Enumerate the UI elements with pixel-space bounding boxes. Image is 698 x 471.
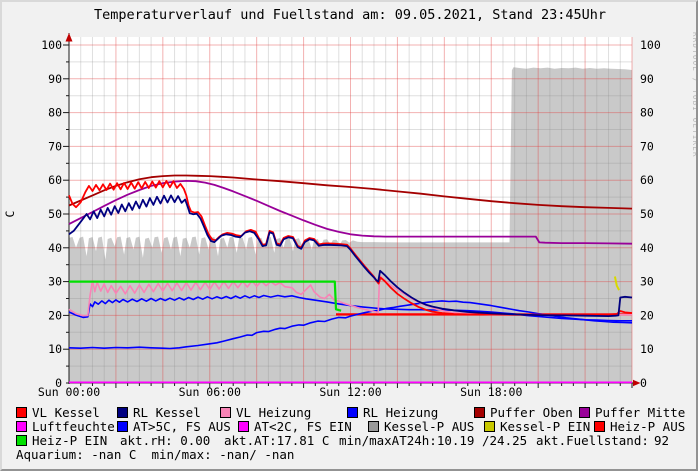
legend-swatch [117, 421, 128, 432]
legend-label: RL Kessel [133, 405, 201, 420]
gridlines [69, 37, 633, 383]
legend-swatch [220, 407, 231, 418]
y-tick-label-left: 10 [48, 342, 62, 356]
y-tick-label-left: 50 [48, 207, 62, 221]
series-kessel-p-ein [613, 276, 620, 291]
y-tick-label-left: 90 [48, 72, 62, 86]
series-heiz-p-ein [69, 280, 342, 312]
y-tick-label-right: 70 [640, 139, 654, 153]
legend-label: Heiz-P EIN [32, 433, 108, 448]
legend-label: akt.rH: 0.00 [120, 433, 211, 448]
legend-label: VL Heizung [236, 405, 312, 420]
legend-label: Kessel-P EIN [500, 419, 591, 434]
y-tick-label-right: 90 [640, 72, 654, 86]
y-tick-label-right: 80 [640, 106, 654, 120]
y-tick-label-left: 60 [48, 173, 62, 187]
x-tick-label: Sun 18:00 [460, 385, 522, 399]
temperature-chart: 0 0 10 10 20 20 30 30 40 40 50 50 60 60 70 70 80 80 90 90 10… [3, 7, 698, 399]
legend-label: min/maxAT24h:10.19 /24.25 [339, 433, 528, 448]
rrdtool-watermark: RRDTOOL / TOBI OETIKER [691, 32, 698, 158]
y-tick-label-right: 20 [640, 308, 654, 322]
y-axis-arrow [65, 33, 73, 42]
y-tick-label-left: 20 [48, 308, 62, 322]
legend-label: VL Kessel [32, 405, 100, 420]
y-tick-label-left: 40 [48, 241, 62, 255]
legend-swatch [117, 407, 128, 418]
legend-swatch [594, 421, 605, 432]
series-kessel-p-aus-fuellstand-area [69, 67, 632, 384]
legend-swatch [238, 421, 249, 432]
legend-label: Heiz-P AUS [610, 419, 686, 434]
y-tick-label-left: 80 [48, 106, 62, 120]
legend-label: AT>5C, FS AUS [133, 419, 231, 434]
axis-tick-labels: 0 0 10 10 20 20 30 30 40 40 50 50 60 60 70 70 80 80 90 90 10… [38, 38, 661, 399]
y-tick-label-right: 60 [640, 173, 654, 187]
legend-label: Aquarium: -nan C min/max: -nan/ -nan [16, 447, 295, 462]
x-tick-label: Sun 06:00 [179, 385, 241, 399]
legend-label: Puffer Mitte [595, 405, 686, 420]
series-aussentemperatur-at-ueber-5c-fs-aus [68, 300, 633, 350]
legend-label: akt.Fuellstand: [536, 433, 649, 448]
y-tick-label-right: 100 [640, 38, 661, 52]
series-vl-kessel [68, 179, 633, 316]
legend-label: Puffer Oben [490, 405, 573, 420]
y-tick-label-left: 0 [55, 376, 62, 390]
legend-label: akt.AT:17.81 C [224, 433, 330, 448]
y-tick-label-left: 30 [48, 275, 62, 289]
legend-label: Luftfeuchte [32, 419, 115, 434]
legend-swatch [16, 421, 27, 432]
legend-swatch [347, 407, 358, 418]
y-tick-label-left: 100 [41, 38, 62, 52]
y-tick-label-right: 0 [640, 376, 647, 390]
legend-label: 92 [654, 433, 670, 448]
series-rl-kessel [68, 194, 633, 318]
chart-title: Temperaturverlauf und Fuellstand am: 09.… [94, 7, 606, 23]
y-tick-label-right: 30 [640, 275, 654, 289]
x-tick-label: Sun 00:00 [38, 385, 100, 399]
chart-plot-area: 0 0 10 10 20 20 30 30 40 40 50 50 60 60 70 70 80 80 90 90 10… [38, 33, 661, 399]
y-axis-label: C [3, 210, 17, 217]
y-tick-label-left: 70 [48, 139, 62, 153]
legend-label: RL Heizung [363, 405, 439, 420]
series-rl-heizung [68, 294, 632, 322]
legend-swatch [579, 407, 590, 418]
legend-swatch [474, 407, 485, 418]
legend-label: AT<2C, FS EIN [254, 419, 352, 434]
y-tick-label-right: 40 [640, 241, 654, 255]
legend-swatch [484, 421, 495, 432]
legend-swatch [16, 407, 27, 418]
x-tick-label: Sun 12:00 [319, 385, 381, 399]
legend-label: Kessel-P AUS [384, 419, 475, 434]
legend-swatch [368, 421, 379, 432]
y-tick-label-right: 10 [640, 342, 654, 356]
series-puffer-oben [68, 174, 633, 210]
y-tick-label-right: 50 [640, 207, 654, 221]
x-axis-arrow [633, 379, 641, 387]
legend-swatch [16, 435, 27, 446]
